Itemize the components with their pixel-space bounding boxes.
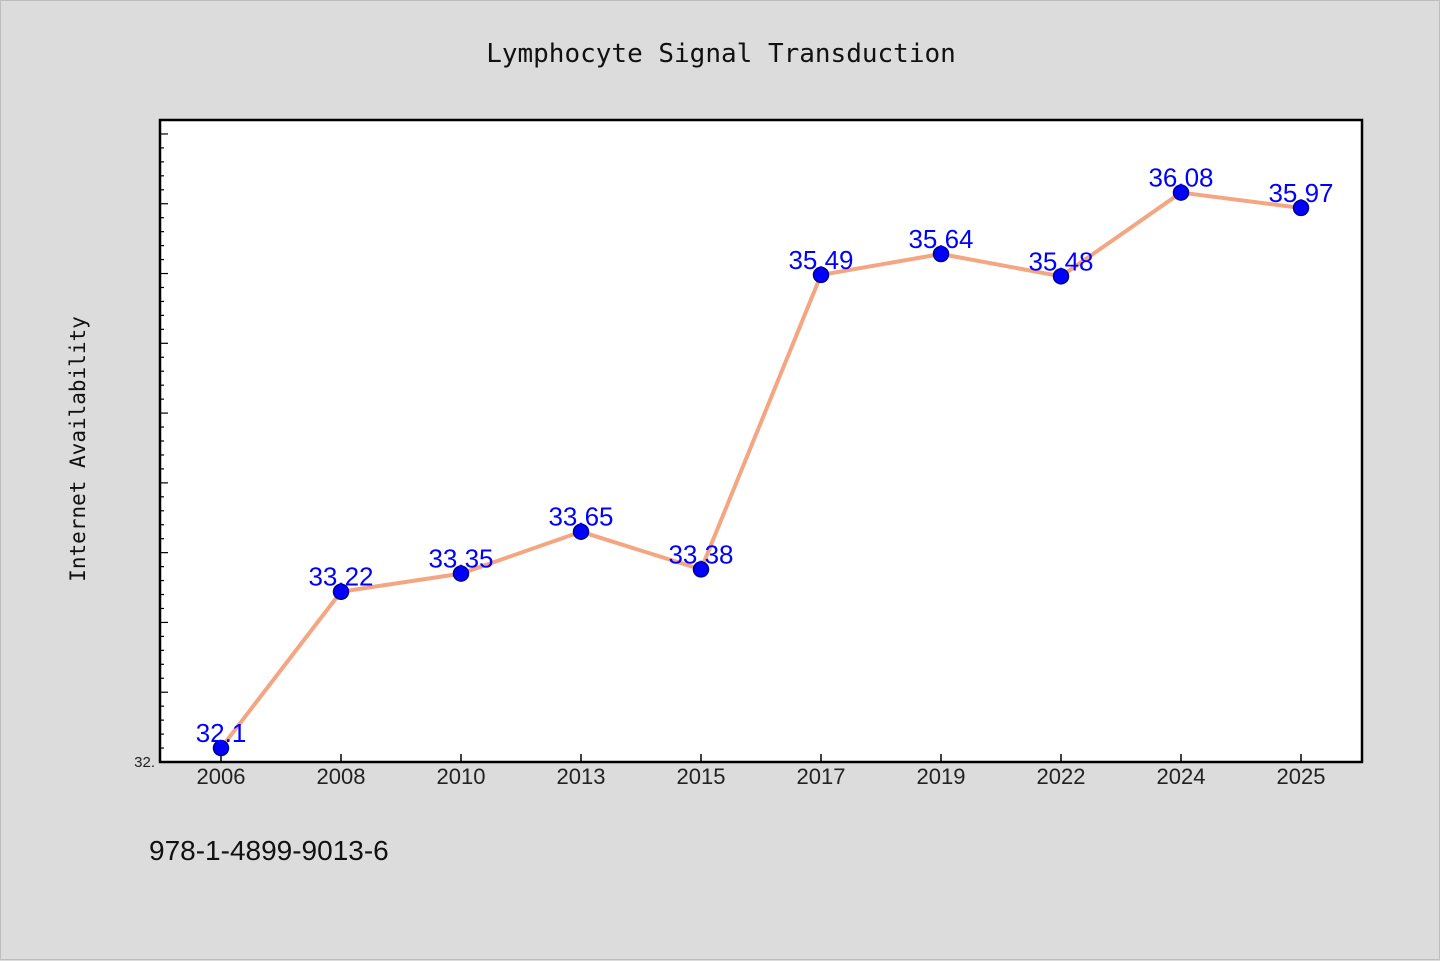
plot-area — [158, 118, 1364, 764]
y-axis-label: Internet Availability — [66, 316, 90, 582]
x-tick-label: 2010 — [437, 764, 486, 789]
x-tick-label: 2008 — [317, 764, 366, 789]
data-label: 32.1 — [196, 718, 247, 748]
data-label: 33.22 — [308, 562, 373, 592]
x-tick-label: 2006 — [197, 764, 246, 789]
data-label: 33.35 — [428, 544, 493, 574]
chart-title: Lymphocyte Signal Transduction — [486, 39, 956, 69]
data-point — [332, 583, 350, 600]
data-point — [1052, 268, 1070, 285]
data-point — [812, 266, 830, 284]
data-label: 36.08 — [1148, 163, 1213, 193]
y-axis-ticks — [160, 119, 168, 763]
data-point — [932, 245, 950, 263]
data-label: 33.38 — [668, 539, 733, 569]
x-tick-label: 2015 — [677, 764, 726, 789]
footnote-isbn: 978-1-4899-9013-6 — [149, 835, 389, 866]
data-point — [452, 565, 470, 582]
data-label: 35.49 — [788, 245, 853, 275]
data-label: 35.97 — [1268, 178, 1333, 208]
data-label: 35.48 — [1028, 246, 1093, 276]
data-point — [212, 739, 230, 757]
data-point — [692, 561, 710, 578]
y-axis-min-label: 32. — [134, 754, 155, 771]
data-point — [1292, 199, 1310, 217]
data-label: 35.64 — [908, 224, 973, 254]
x-tick-label: 2025 — [1277, 764, 1326, 789]
x-tick-label: 2024 — [1157, 764, 1206, 789]
series-line — [219, 190, 1302, 750]
x-tick-label: 2022 — [1037, 764, 1086, 789]
data-point — [572, 523, 590, 540]
x-axis: 2006 2008 2010 2013 2015 2017 2019 2022 2024 2025 — [197, 754, 1326, 789]
series-group: 32.1 33.22 33.35 33.65 33.38 35.49 35.64 35.48 3… — [196, 163, 1334, 757]
x-tick-label: 2017 — [797, 764, 846, 789]
data-label: 33.65 — [548, 502, 613, 532]
x-tick-label: 2013 — [557, 764, 606, 789]
data-point — [1172, 184, 1190, 201]
x-tick-label: 2019 — [917, 764, 966, 789]
